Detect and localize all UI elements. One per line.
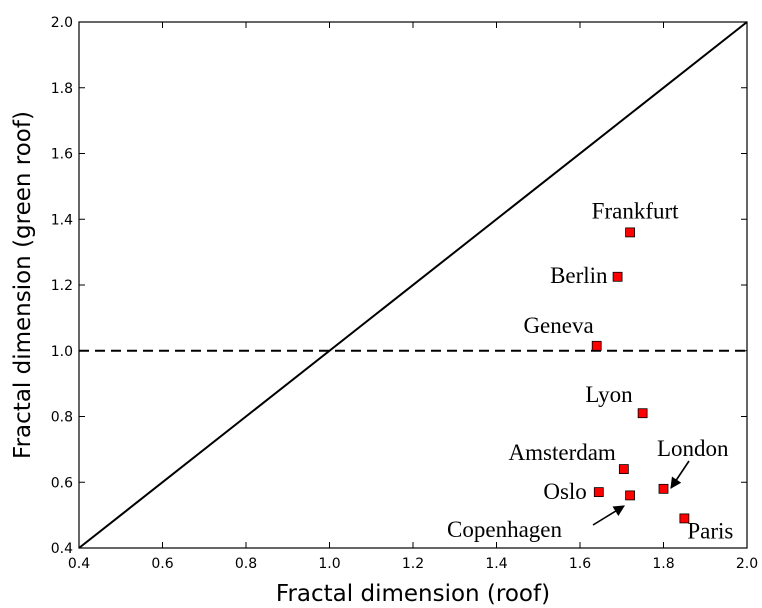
plot-frame — [78, 21, 748, 549]
label-london: London — [657, 436, 729, 461]
identity-line — [78, 21, 748, 549]
data-point-copenhagen — [625, 490, 635, 501]
x-tick-label: 0.6 — [151, 556, 173, 572]
label-copenhagen: Copenhagen — [447, 517, 562, 542]
data-point-oslo — [593, 487, 604, 498]
data-point-berlin — [612, 271, 623, 282]
x-tick-label: 1.2 — [402, 556, 424, 572]
data-point-frankfurt — [625, 227, 635, 238]
x-axis-label: Fractal dimension (roof) — [276, 581, 550, 607]
y-tick-label: 1.0 — [51, 344, 73, 360]
label-oslo: Oslo — [543, 479, 586, 504]
label-paris: Paris — [687, 518, 733, 543]
x-tick-label: 1.4 — [485, 556, 507, 572]
x-tick-label: 0.8 — [235, 556, 257, 572]
x-tick-label: 2.0 — [736, 556, 758, 572]
label-geneva: Geneva — [523, 313, 593, 338]
y-tick-label: 1.8 — [51, 81, 73, 97]
label-amsterdam: Amsterdam — [509, 440, 616, 465]
x-tick-label: 1.8 — [652, 556, 674, 572]
data-point-paris — [679, 513, 690, 524]
data-point-amsterdam — [618, 464, 629, 475]
y-tick-label: 1.6 — [51, 147, 73, 163]
label-frankfurt: Frankfurt — [592, 198, 679, 223]
y-tick-label: 0.4 — [51, 541, 73, 557]
data-point-lyon — [637, 408, 648, 419]
arrow-london — [670, 460, 690, 489]
y-tick-label: 1.2 — [51, 278, 73, 294]
y-tick-label: 0.6 — [51, 475, 73, 491]
y-tick-label: 1.4 — [51, 212, 73, 228]
arrow-copenhagen — [592, 505, 625, 526]
data-point-geneva — [591, 340, 602, 351]
x-tick-label: 1.0 — [318, 556, 340, 572]
label-lyon: Lyon — [585, 382, 633, 407]
y-axis-label: Fractal dimension (green roof) — [10, 111, 36, 459]
data-point-london — [658, 483, 669, 494]
x-tick-label: 1.6 — [569, 556, 591, 572]
y-tick-label: 2.0 — [51, 15, 73, 31]
x-tick-label: 0.4 — [68, 556, 90, 572]
y-tick-label: 0.8 — [51, 410, 73, 426]
label-berlin: Berlin — [550, 263, 608, 288]
